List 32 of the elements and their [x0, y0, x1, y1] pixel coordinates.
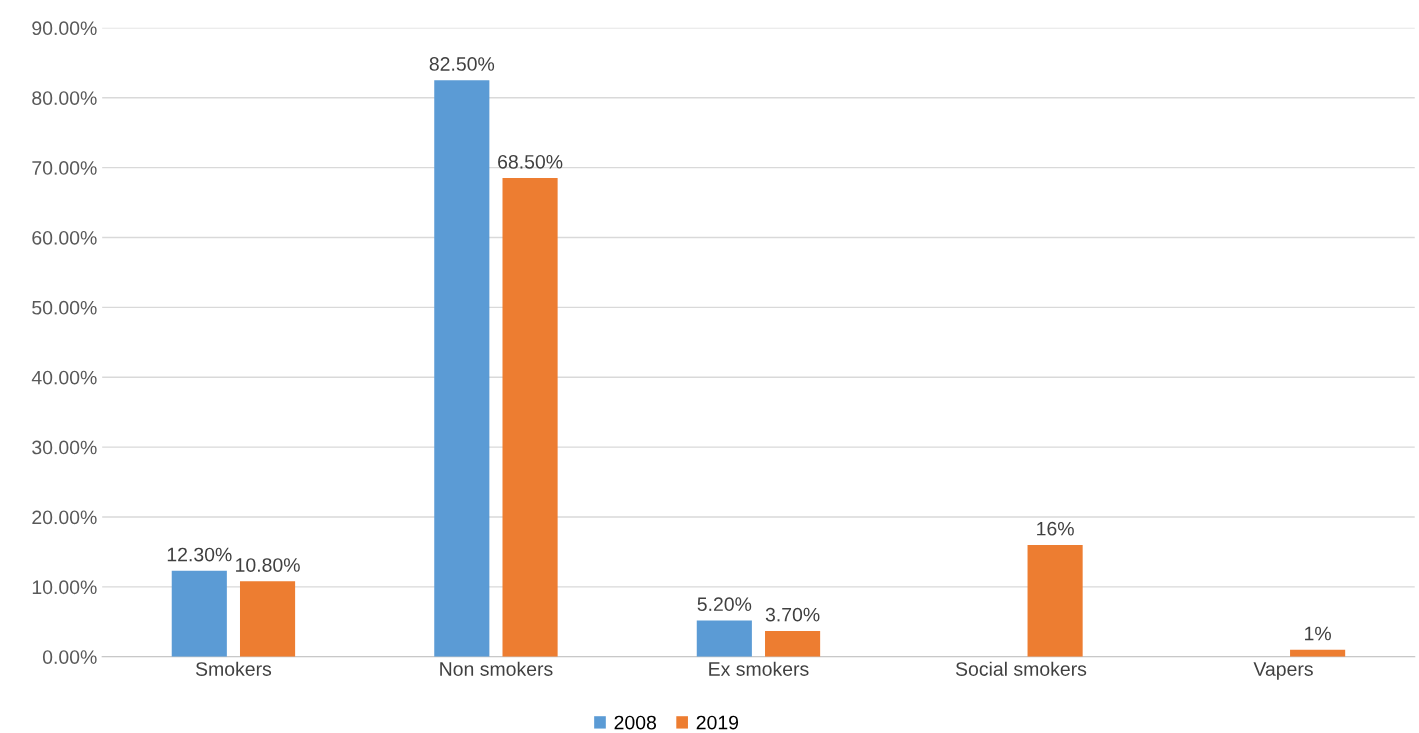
data-label: 3.70% — [765, 607, 820, 622]
data-label: 10.80% — [236, 558, 300, 572]
x-tick-label: Non smokers — [440, 661, 553, 676]
y-tick-label: 40.00% — [31, 370, 97, 385]
y-tick-label: 70.00% — [32, 161, 97, 175]
x-tick-label: Vapers — [1253, 662, 1313, 680]
y-tick-label: 0.00% — [42, 650, 97, 664]
bar — [502, 178, 558, 657]
x-tick-label: Ex smokers — [709, 661, 809, 676]
data-label: 82.50% — [429, 57, 495, 71]
data-label: 1% — [1305, 626, 1331, 641]
bar — [765, 630, 821, 657]
bar — [696, 620, 752, 657]
data-label: 12.30% — [167, 547, 232, 562]
legend-label: 2019 — [696, 715, 739, 730]
y-tick-label: 80.00% — [32, 91, 97, 105]
bar — [434, 80, 490, 657]
data-label: 68.50% — [498, 154, 563, 169]
y-tick-label: 10.00% — [32, 580, 97, 595]
y-tick-label: 90.00% — [32, 21, 97, 36]
data-label: 5.20% — [697, 597, 752, 612]
x-tick-label: Smokers — [195, 661, 272, 676]
x-tick-label: Social smokers — [955, 661, 1087, 676]
y-tick-label: 20.00% — [32, 510, 97, 525]
y-tick-label: 50.00% — [32, 300, 97, 315]
bar — [171, 570, 227, 657]
data-label: 16% — [1037, 521, 1074, 536]
y-tick-label: 30.00% — [32, 440, 97, 455]
legend-label: 2008 — [614, 715, 657, 730]
bar — [239, 581, 296, 657]
bar — [1027, 544, 1083, 657]
y-tick-label: 60.00% — [32, 230, 97, 245]
